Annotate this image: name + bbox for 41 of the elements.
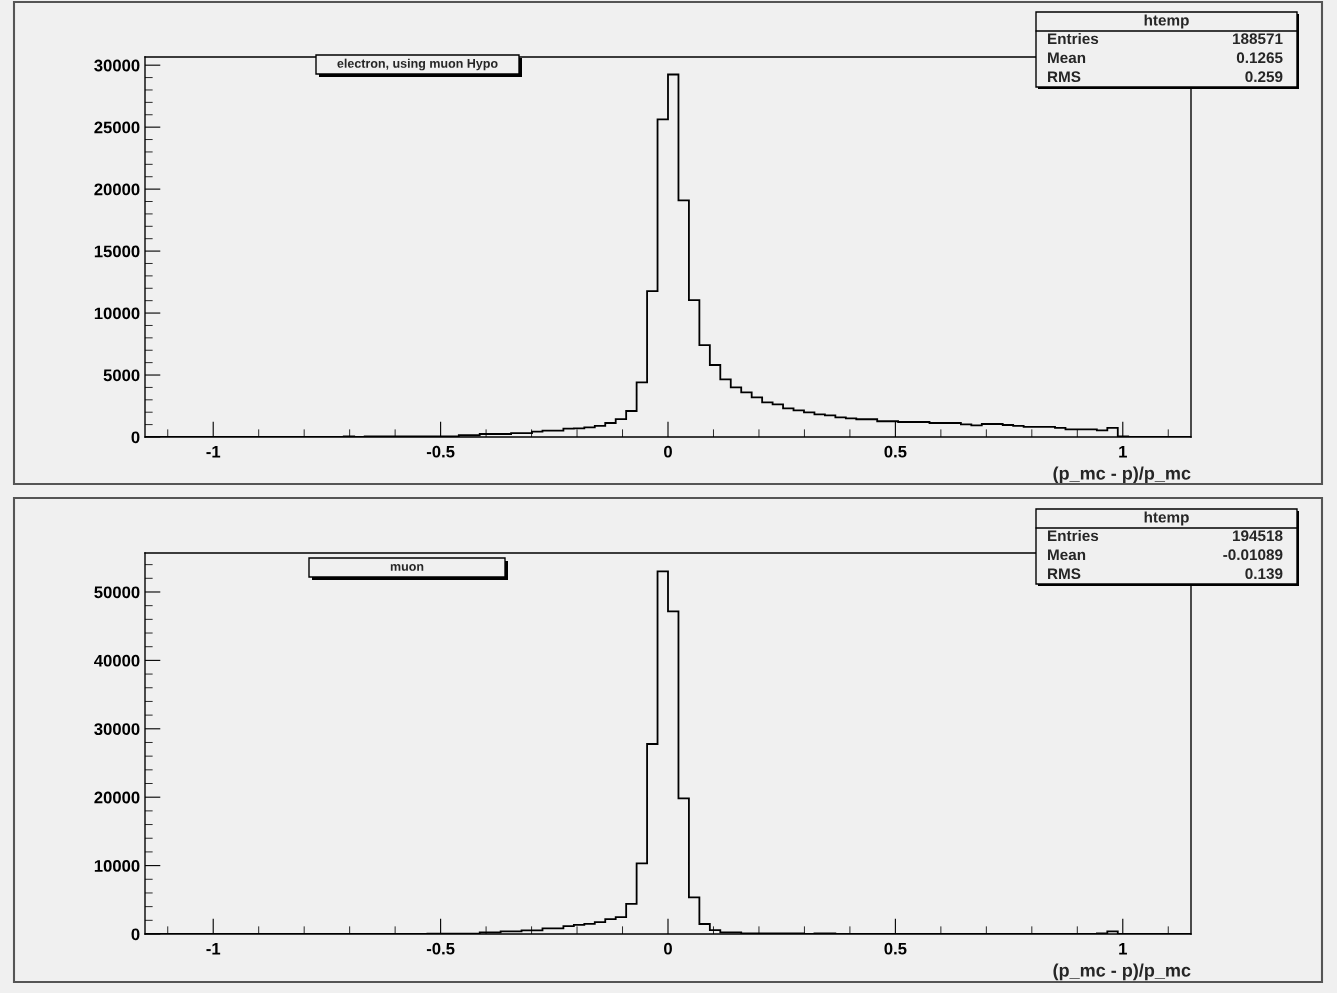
y-tick-label: 40000: [94, 654, 140, 667]
x-tick-label: -1: [206, 942, 221, 955]
text: 194518: [1232, 530, 1283, 542]
text: 0.139: [1245, 568, 1283, 580]
text: 0.259: [1245, 71, 1283, 83]
y-tick-label: 10000: [94, 307, 140, 320]
y-tick-label: 20000: [94, 183, 140, 196]
x-tick-label: 0.5: [884, 445, 907, 458]
text: 0.1265: [1236, 52, 1283, 64]
x-tick-label: 1: [1119, 445, 1127, 458]
chart-title: electron, using muon Hypo: [337, 58, 498, 71]
y-tick-label: 5000: [103, 369, 140, 382]
y-tick-label: 0: [131, 928, 140, 941]
y-tick-label: 50000: [94, 586, 140, 599]
x-axis-title: (p_mc - p)/p_mc: [1053, 963, 1191, 981]
annotation: Mean: [1048, 549, 1086, 561]
x-axis-title: (p_mc - p)/p_mc: [1053, 466, 1191, 484]
y-tick-label: 0: [131, 431, 140, 444]
y-tick-label: 30000: [94, 723, 140, 736]
x-tick-label: 0: [664, 445, 672, 458]
y-tick-label: 30000: [94, 59, 140, 72]
annotation: RMS: [1048, 71, 1081, 83]
y-tick-label: 10000: [94, 860, 140, 872]
y-tick-label: 15000: [94, 245, 140, 258]
annotation: Mean: [1048, 52, 1086, 64]
text: htemp: [1144, 511, 1189, 526]
x-tick-label: 1: [1119, 942, 1127, 955]
text: muon: [390, 564, 424, 571]
text: Entries: [1048, 32, 1099, 45]
text: htemp: [1144, 14, 1189, 29]
y-tick-label: 20000: [94, 791, 140, 804]
x-tick-label: 0.5: [884, 942, 907, 955]
annotation: RMS: [1048, 568, 1081, 580]
x-tick-label: -1: [206, 445, 221, 458]
text: -0.01089: [1223, 549, 1283, 561]
text: 188571: [1232, 33, 1283, 45]
x-tick-label: -0.5: [426, 942, 455, 955]
x-tick-label: 0: [664, 942, 672, 955]
x-tick-label: -0.5: [426, 445, 455, 458]
y-tick-label: 25000: [94, 121, 140, 134]
text: Entries: [1048, 529, 1099, 542]
